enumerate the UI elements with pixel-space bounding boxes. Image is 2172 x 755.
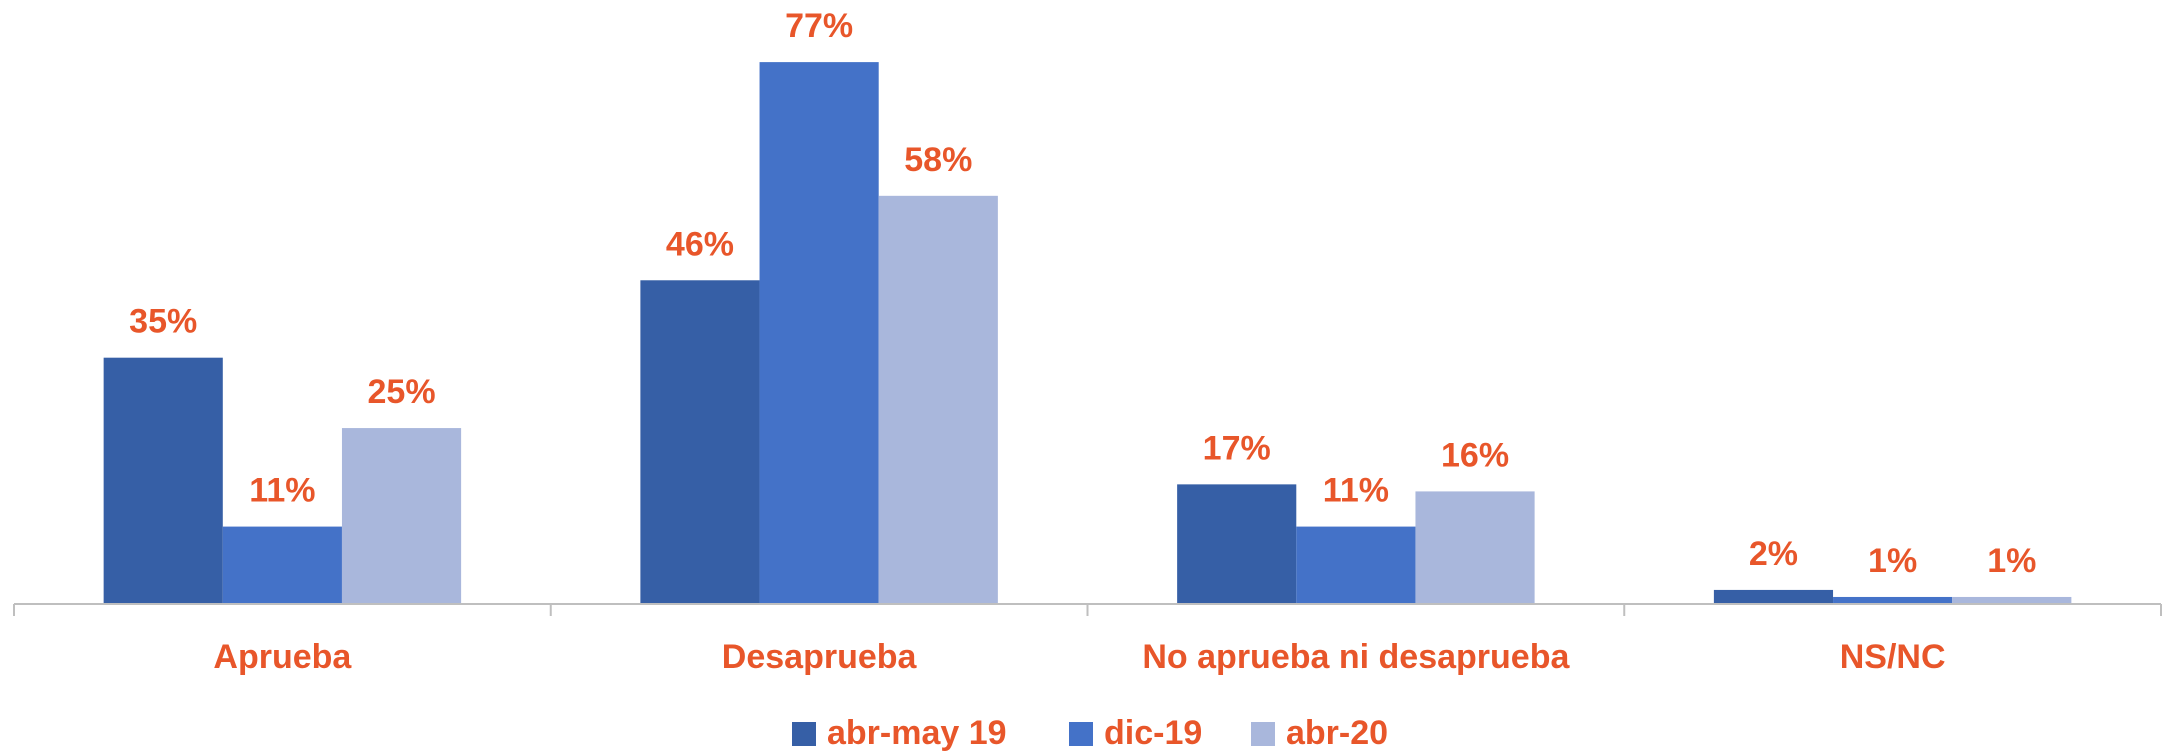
data-label: 77% [785,7,853,45]
bar [103,357,223,604]
bar [759,62,879,605]
data-label: 1% [1987,542,2036,580]
bar [1833,596,1953,604]
bar [1952,596,2072,604]
bar [1296,526,1416,604]
data-label: 58% [904,141,972,179]
data-label: 11% [1323,472,1389,510]
x-tick-label: No aprueba ni desaprueba [1142,638,1570,676]
legend-swatch [1069,722,1093,746]
bar [878,195,998,604]
bar [1713,589,1834,604]
legend-label: abr-may 19 [827,714,1007,752]
data-label: 1% [1868,542,1917,580]
legend-swatch [792,722,816,746]
x-tick-label: Aprueba [213,638,352,676]
x-tick-label: Desaprueba [722,638,918,676]
data-label: 35% [129,303,197,341]
data-label: 46% [666,225,734,263]
data-label: 11% [249,472,315,510]
bar [1415,491,1535,604]
bar [222,526,342,604]
bar [640,280,760,604]
data-label: 2% [1749,535,1798,573]
legend-label: dic-19 [1104,714,1202,752]
data-label: 17% [1203,429,1271,467]
legend-label: abr-20 [1286,714,1388,752]
bar [341,428,462,604]
x-tick-label: NS/NC [1840,638,1946,676]
data-label: 16% [1441,436,1509,474]
data-label: 25% [368,373,436,411]
bar [1177,484,1297,604]
legend-swatch [1251,722,1275,746]
